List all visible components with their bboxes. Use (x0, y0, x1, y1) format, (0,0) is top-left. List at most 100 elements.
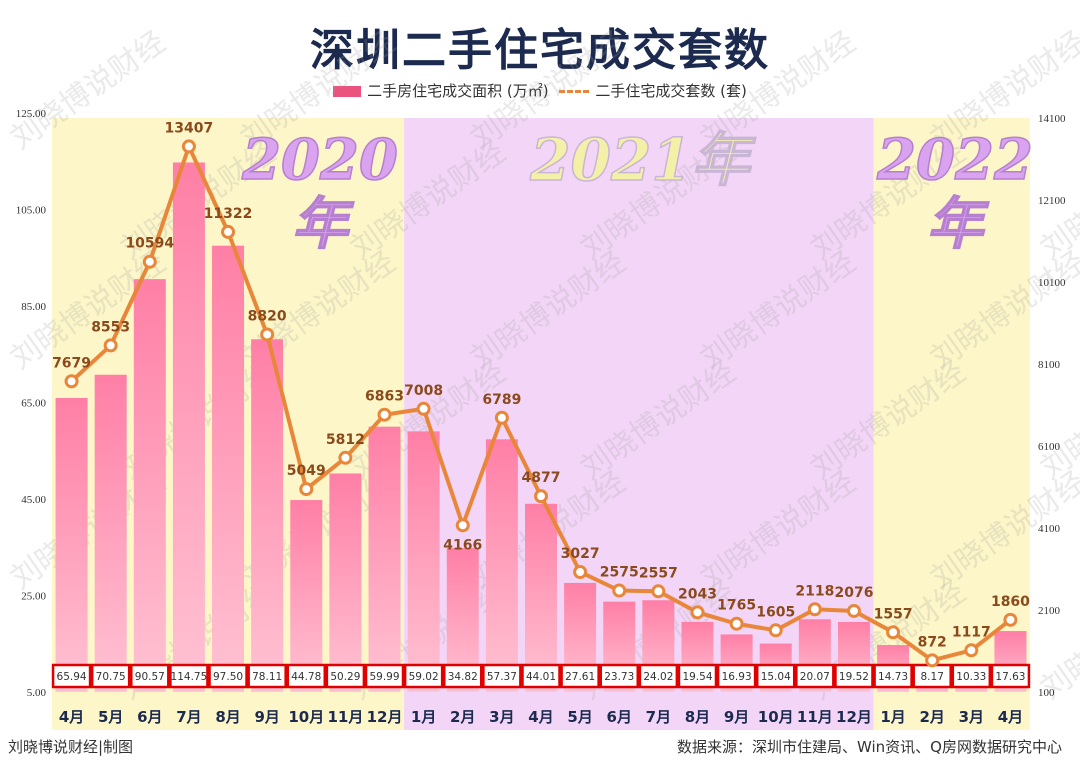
x-tick-label: 9月 (254, 708, 279, 726)
bar-value-label: 8.17 (921, 671, 944, 683)
x-tick-label: 10月 (758, 708, 794, 726)
count-label: 1765 (717, 598, 756, 614)
count-label: 8553 (91, 319, 130, 335)
x-tick-label: 3月 (489, 708, 514, 726)
count-point (377, 407, 392, 422)
count-label: 2043 (678, 586, 717, 602)
x-tick-label: 12月 (367, 708, 403, 726)
bar-value-label: 59.99 (369, 671, 399, 683)
value-box (169, 663, 209, 689)
x-tick-label: 5月 (567, 708, 592, 726)
value-box (755, 663, 796, 689)
count-label: 13407 (165, 120, 214, 136)
bar-value-label: 44.01 (526, 671, 556, 683)
bar-value-label: 50.29 (330, 671, 360, 683)
bar-value-label: 24.02 (643, 671, 673, 683)
x-tick-label: 6月 (607, 708, 632, 726)
bar-value-label: 17.63 (995, 671, 1025, 683)
count-label: 4877 (522, 470, 561, 486)
left-tick-label: 65.00 (21, 398, 46, 410)
count-point (925, 653, 940, 668)
value-box (677, 663, 718, 689)
value-box (364, 663, 405, 689)
chart-title: 深圳二手住宅成交套数 (310, 25, 770, 76)
count-label: 10594 (125, 236, 174, 252)
x-tick-label: 3月 (959, 708, 984, 726)
x-tick-label: 11月 (327, 708, 363, 726)
bar (407, 431, 440, 692)
year-band (404, 118, 874, 730)
bar-value-label: 57.37 (487, 671, 517, 683)
bar-value-label: 15.04 (761, 671, 791, 683)
right-tick-label: 4100 (1038, 523, 1061, 535)
data-source: 数据来源：深圳市住建局、Win资讯、Q房网数据研究中心 (677, 738, 1062, 756)
credit: 刘晓博说财经|制图 (8, 738, 134, 756)
x-tick-label: 8月 (215, 708, 240, 726)
value-box (560, 663, 600, 689)
value-box (286, 663, 327, 689)
count-label: 6863 (365, 389, 404, 405)
count-point (886, 625, 901, 640)
count-label: 2118 (795, 583, 834, 599)
left-tick-label: 125.00 (16, 108, 47, 120)
count-point (338, 450, 353, 465)
x-tick-label: 5月 (98, 708, 123, 726)
bar-value-label: 65.94 (57, 671, 87, 683)
value-box (403, 663, 444, 689)
count-point (260, 327, 275, 342)
count-label: 1557 (874, 606, 913, 622)
x-tick-label: 7月 (646, 708, 671, 726)
value-box (90, 663, 131, 689)
bar-value-label: 70.75 (96, 671, 126, 683)
bar-value-label: 27.61 (565, 671, 595, 683)
count-label: 7008 (404, 383, 443, 399)
bar (368, 426, 401, 692)
value-box (951, 663, 992, 689)
right-tick-label: 14100 (1038, 113, 1066, 125)
count-point (142, 254, 157, 269)
count-label: 6789 (482, 392, 521, 408)
bar (485, 439, 518, 692)
count-label: 1860 (991, 594, 1030, 610)
count-label: 4166 (443, 537, 482, 553)
year-band (873, 118, 1030, 730)
value-box (482, 663, 522, 689)
count-point (1003, 612, 1018, 627)
bar-value-label: 16.93 (722, 671, 752, 683)
right-tick-label: 12100 (1038, 195, 1066, 207)
count-label: 7679 (52, 355, 91, 371)
count-label: 1605 (756, 604, 795, 620)
value-box (443, 663, 483, 689)
value-box (638, 663, 679, 689)
count-point (964, 643, 979, 658)
left-tick-label: 85.00 (21, 301, 46, 313)
count-point (729, 616, 744, 631)
value-box (325, 663, 366, 689)
value-box (795, 663, 835, 689)
year-label-2021: 2021年 (530, 126, 751, 194)
x-tick-label: 4月 (59, 708, 84, 726)
bar-value-label: 14.73 (878, 671, 908, 683)
bar (94, 374, 127, 692)
right-tick-label: 100 (1038, 687, 1055, 699)
count-point (534, 489, 548, 504)
x-tick-label: 6月 (137, 708, 162, 726)
bar (172, 162, 205, 693)
left-tick-label: 105.00 (16, 205, 47, 217)
x-tick-label: 9月 (724, 708, 749, 726)
legend-bar-label: 二手房住宅成交面积 (万㎡) (367, 82, 549, 100)
legend-line-swatch (559, 90, 590, 93)
bar (212, 245, 245, 692)
bar (133, 279, 166, 692)
bar (525, 503, 557, 692)
value-box (990, 663, 1031, 689)
count-point (690, 605, 705, 620)
value-box (716, 663, 757, 689)
count-label: 5812 (326, 432, 365, 448)
value-box (130, 663, 170, 689)
bar (251, 339, 284, 692)
bar-value-label: 23.73 (604, 671, 634, 683)
value-box (834, 663, 874, 689)
left-tick-label: 5.00 (27, 687, 47, 699)
bar-value-label: 19.52 (839, 671, 869, 683)
